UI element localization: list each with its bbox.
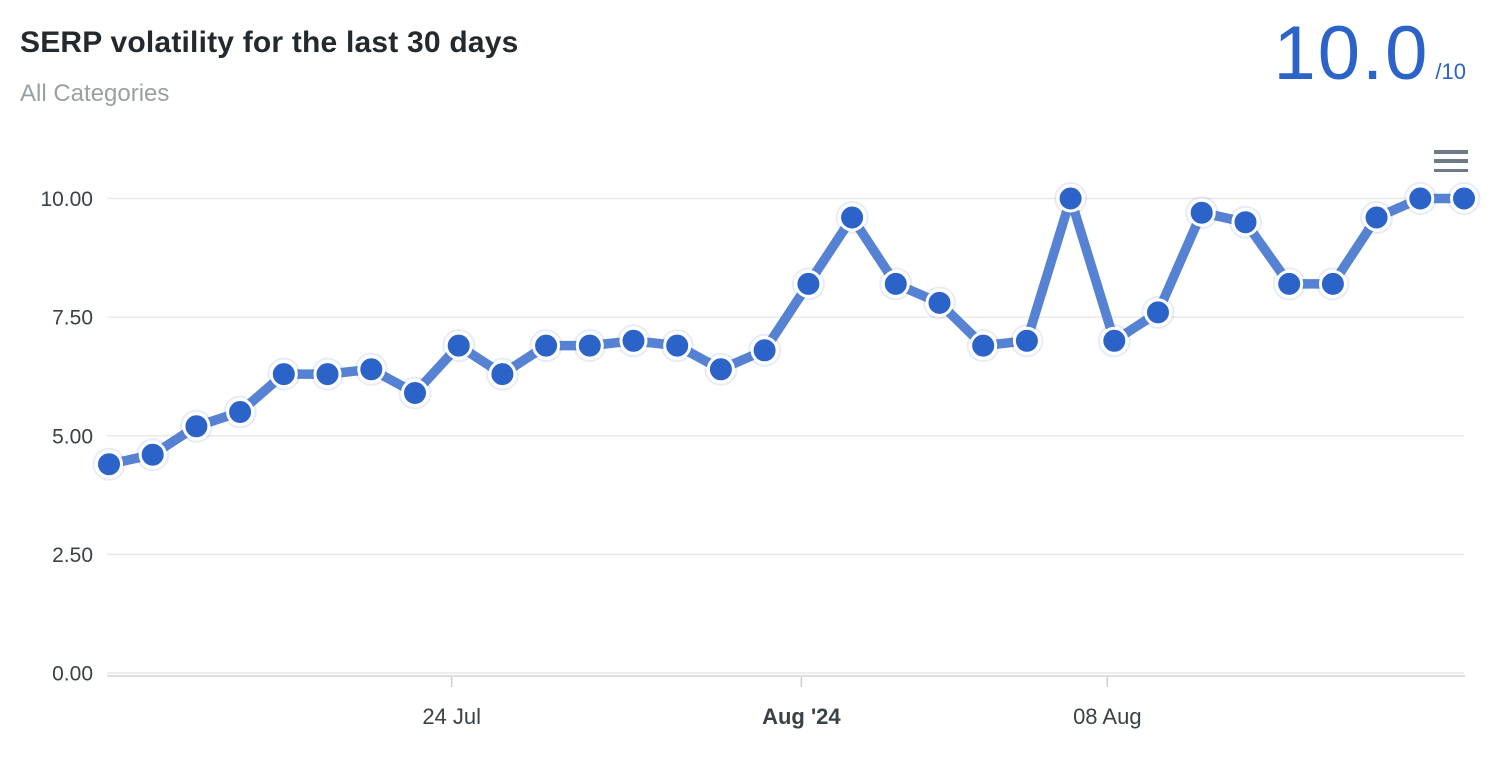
data-point[interactable] xyxy=(357,355,386,384)
data-point[interactable] xyxy=(95,450,123,479)
data-point-halo xyxy=(1360,201,1394,234)
data-point[interactable] xyxy=(575,331,604,360)
data-point[interactable] xyxy=(925,288,954,317)
data-point-halo xyxy=(1447,182,1481,215)
y-axis-label: 7.50 xyxy=(52,307,93,330)
data-point-halo xyxy=(136,438,170,472)
hamburger-bar xyxy=(1434,168,1468,172)
data-point-halo xyxy=(791,267,825,301)
data-point-halo xyxy=(1403,182,1437,215)
gridlines-group xyxy=(107,197,1464,674)
volatility-score: 10.0 /10 xyxy=(1273,16,1466,92)
data-point[interactable] xyxy=(401,379,429,407)
data-point[interactable] xyxy=(1231,208,1260,237)
data-point[interactable] xyxy=(313,360,342,389)
data-point-halo xyxy=(223,395,257,429)
data-point-halo xyxy=(573,329,607,363)
hamburger-bar xyxy=(1434,159,1468,163)
data-point[interactable] xyxy=(1318,269,1347,298)
data-point[interactable] xyxy=(532,331,561,360)
data-point-halo xyxy=(398,376,432,410)
x-axis-label: 08 Aug xyxy=(1073,704,1142,729)
data-point[interactable] xyxy=(1100,326,1129,355)
data-point[interactable] xyxy=(1450,184,1478,213)
data-point[interactable] xyxy=(619,326,648,355)
data-point-halo xyxy=(879,267,913,301)
data-point[interactable] xyxy=(1362,203,1391,232)
data-point[interactable] xyxy=(226,398,255,426)
data-point-halo xyxy=(354,352,388,386)
data-point-halo xyxy=(1316,267,1350,301)
data-point[interactable] xyxy=(750,336,779,365)
score-max: /10 xyxy=(1435,59,1466,84)
y-axis-label: 0.00 xyxy=(52,663,93,686)
data-point-halo xyxy=(1097,324,1131,358)
data-point-halo xyxy=(442,329,476,363)
data-point-halo xyxy=(485,357,519,391)
data-point-halo xyxy=(92,447,126,481)
y-axis-label: 5.00 xyxy=(52,425,93,448)
data-point-halo xyxy=(267,357,301,391)
hamburger-bar xyxy=(1434,150,1468,154)
data-point-halo xyxy=(1010,324,1044,358)
chart-subtitle: All Categories xyxy=(20,80,170,107)
data-point-halo xyxy=(660,329,694,363)
data-point-halo xyxy=(704,352,738,386)
x-axis-label: Aug '24 xyxy=(762,704,841,729)
data-point[interactable] xyxy=(881,269,910,298)
data-point[interactable] xyxy=(138,440,167,469)
data-point-halo xyxy=(1229,205,1262,239)
data-point-halo xyxy=(529,329,563,363)
data-point-halo xyxy=(748,333,782,367)
y-axis-label: 10.00 xyxy=(40,188,93,211)
data-point-halo xyxy=(1141,295,1175,329)
data-point-halo xyxy=(923,286,956,320)
axis-labels-group: 0.00 2.50 5.00 7.50 10.00 24 Jul Aug '24 08 Aug xyxy=(40,188,1141,729)
data-point[interactable] xyxy=(838,203,867,232)
data-point-halo xyxy=(835,201,869,234)
series-group xyxy=(92,182,1481,481)
data-point[interactable] xyxy=(969,331,998,360)
data-point[interactable] xyxy=(1275,269,1304,298)
data-point-halo xyxy=(966,329,1000,363)
data-point[interactable] xyxy=(269,360,298,389)
y-axis-label: 2.50 xyxy=(52,544,93,567)
data-point-halo xyxy=(617,324,650,358)
data-point[interactable] xyxy=(1056,184,1085,213)
hamburger-icon[interactable] xyxy=(1434,148,1468,174)
data-point-halo xyxy=(179,409,213,443)
x-axis-label: 24 Jul xyxy=(422,704,481,729)
data-point-halo xyxy=(1272,267,1306,301)
data-point[interactable] xyxy=(182,412,211,441)
data-point[interactable] xyxy=(706,355,735,384)
data-point[interactable] xyxy=(444,331,473,360)
data-point[interactable] xyxy=(1406,184,1435,213)
data-point[interactable] xyxy=(1187,198,1216,227)
data-point-halo xyxy=(311,357,344,391)
data-point-halo xyxy=(1054,182,1088,215)
volatility-line-series xyxy=(104,193,1469,469)
axis-group xyxy=(107,675,1465,687)
data-point[interactable] xyxy=(1012,326,1041,355)
data-point-halo xyxy=(1185,196,1219,230)
data-point[interactable] xyxy=(1144,298,1172,327)
data-point[interactable] xyxy=(663,331,692,360)
score-value: 10.0 xyxy=(1273,11,1430,96)
chart-title: SERP volatility for the last 30 days xyxy=(20,26,519,59)
data-point[interactable] xyxy=(794,269,823,298)
data-point[interactable] xyxy=(488,360,517,389)
